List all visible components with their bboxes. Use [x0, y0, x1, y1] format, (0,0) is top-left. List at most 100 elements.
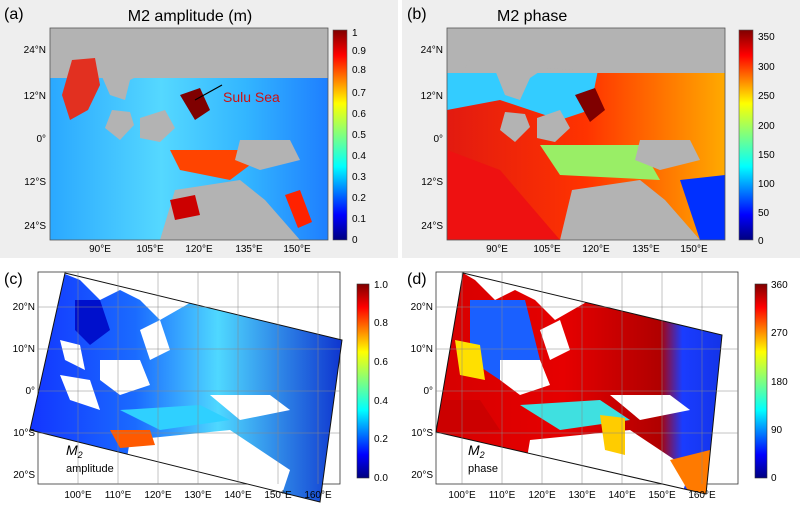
sulu-sea-label: Sulu Sea — [223, 89, 280, 105]
indian-ocean-phase — [440, 400, 500, 432]
cbar-tick: 0.2 — [374, 434, 388, 445]
torres-phase — [600, 415, 625, 455]
cbar-tick: 0.5 — [352, 130, 366, 141]
xtick-label: 110°E — [489, 490, 516, 501]
cbar-tick: 200 — [758, 121, 775, 132]
indochina-land — [50, 28, 230, 100]
panel-c-cbar-ticks: 1.0 0.8 0.6 0.4 0.2 0.0 — [374, 280, 388, 484]
xtick-label: 100°E — [64, 490, 92, 501]
panel-d-xticks: 100°E 110°E 120°E 130°E 140°E 150°E 160°… — [448, 490, 716, 501]
xtick-label: 150°E — [283, 244, 311, 255]
xtick-label: 150°E — [264, 490, 292, 501]
xtick-label: 100°E — [448, 490, 476, 501]
panel-b-yticks: 24°N 12°N 0° 12°S 24°S — [421, 45, 444, 232]
cbar-tick: 0 — [771, 473, 777, 484]
xtick-label: 140°E — [224, 490, 252, 501]
ytick-label: 20°N — [411, 302, 433, 313]
panel-d-domain-outline — [435, 272, 723, 495]
cbar-tick: 150 — [758, 150, 775, 161]
indian-ocean-phase — [447, 150, 560, 240]
bay-of-bengal-high — [62, 58, 100, 120]
panel-c-gridlines — [38, 272, 340, 484]
panel-b-frame — [446, 27, 726, 241]
ytick-label: 12°N — [421, 91, 443, 102]
sulu-sea-phase — [575, 88, 605, 122]
panel-a-cbar-ticks: 1 0.9 0.8 0.7 0.6 0.5 0.4 0.3 0.2 0.1 0 — [352, 28, 366, 246]
panel-b-map — [447, 28, 725, 240]
gulf-thailand-low — [75, 300, 110, 345]
xtick-label: 130°E — [184, 490, 212, 501]
panel-b-xticks: 90°E 105°E 120°E 135°E 150°E — [486, 244, 708, 255]
ytick-label: 0° — [423, 386, 433, 397]
cbar-tick: 0.1 — [352, 214, 366, 225]
cbar-tick: 90 — [771, 425, 783, 436]
xtick-label: 110°E — [105, 490, 132, 501]
ytick-label: 12°N — [24, 91, 46, 102]
cbar-tick: 350 — [758, 32, 775, 43]
ytick-label: 10°N — [13, 344, 35, 355]
xtick-label: 160°E — [304, 490, 332, 501]
cbar-tick: 0.2 — [352, 193, 366, 204]
panel-d-colorbar — [754, 283, 768, 479]
panel-c: (c) M2 amplitude 20°N 10°N — [0, 262, 398, 513]
xtick-label: 90°E — [486, 244, 508, 255]
xtick-label: 150°E — [648, 490, 676, 501]
cbar-tick: 1 — [352, 28, 358, 39]
ytick-label: 20°N — [13, 302, 35, 313]
panel-b-tag: (b) — [407, 6, 427, 23]
xtick-label: 120°E — [582, 244, 610, 255]
coral-sea-phase — [670, 450, 710, 494]
cbar-tick: 1.0 — [374, 280, 388, 291]
xtick-label: 130°E — [568, 490, 596, 501]
panel-c-domain-outline — [29, 272, 343, 503]
nw-shelf-high — [170, 195, 200, 220]
panel-c-yticks: 20°N 10°N 0° 10°S 20°S — [13, 302, 36, 481]
panel-a-frame — [49, 27, 329, 241]
cbar-tick: 100 — [758, 179, 775, 190]
xtick-label: 140°E — [608, 490, 636, 501]
ytick-label: 20°S — [411, 470, 433, 481]
panel-b-colorbar — [738, 29, 754, 241]
sulu-leader-line — [194, 84, 223, 101]
ytick-label: 10°N — [411, 344, 433, 355]
sumatra-land — [105, 110, 134, 140]
cbar-tick: 250 — [758, 91, 775, 102]
borneo-land — [140, 110, 175, 142]
xtick-label: 120°E — [185, 244, 213, 255]
xtick-label: 135°E — [632, 244, 660, 255]
panel-d-yticks: 20°N 10°N 0° 10°S 20°S — [411, 302, 434, 481]
coral-coast-high — [285, 190, 312, 228]
panel-d-label-symbol: M2 — [468, 442, 485, 460]
panel-a: (a) M2 amplitude (m) Sulu Sea 24°N 12°N … — [0, 0, 398, 258]
new-guinea-land — [235, 140, 300, 170]
panel-a-map — [50, 28, 328, 240]
xtick-label: 120°E — [528, 490, 556, 501]
ytick-label: 0° — [433, 134, 443, 145]
cbar-tick: 0.4 — [352, 151, 366, 162]
cbar-tick: 50 — [758, 208, 770, 219]
philippines-land — [540, 320, 570, 360]
cbar-tick: 0 — [352, 235, 358, 246]
panel-b: (b) M2 phase 24°N 12°N 0° 12°S 24°S 90°E — [402, 0, 800, 258]
cbar-tick: 360 — [771, 280, 788, 291]
cbar-tick: 0 — [758, 236, 764, 247]
banda-sea-field — [120, 405, 230, 430]
new-guinea-land — [610, 395, 690, 420]
xtick-label: 150°E — [680, 244, 708, 255]
panel-a-colorbar — [332, 29, 348, 241]
cbar-tick: 0.7 — [352, 88, 366, 99]
philippines-land — [140, 320, 170, 360]
cbar-tick: 0.8 — [352, 65, 366, 76]
ytick-label: 10°S — [411, 428, 433, 439]
xtick-label: 105°E — [533, 244, 561, 255]
nw-shelf-high — [110, 430, 155, 448]
cbar-tick: 0.6 — [352, 109, 366, 120]
ytick-label: 24°N — [421, 45, 443, 56]
sumatra-land — [60, 375, 100, 410]
cbar-tick: 0.8 — [374, 318, 388, 329]
ytick-label: 12°S — [24, 177, 46, 188]
panel-c-label-variable: amplitude — [66, 463, 114, 475]
xtick-label: 120°E — [144, 490, 172, 501]
ytick-label: 20°S — [13, 470, 35, 481]
